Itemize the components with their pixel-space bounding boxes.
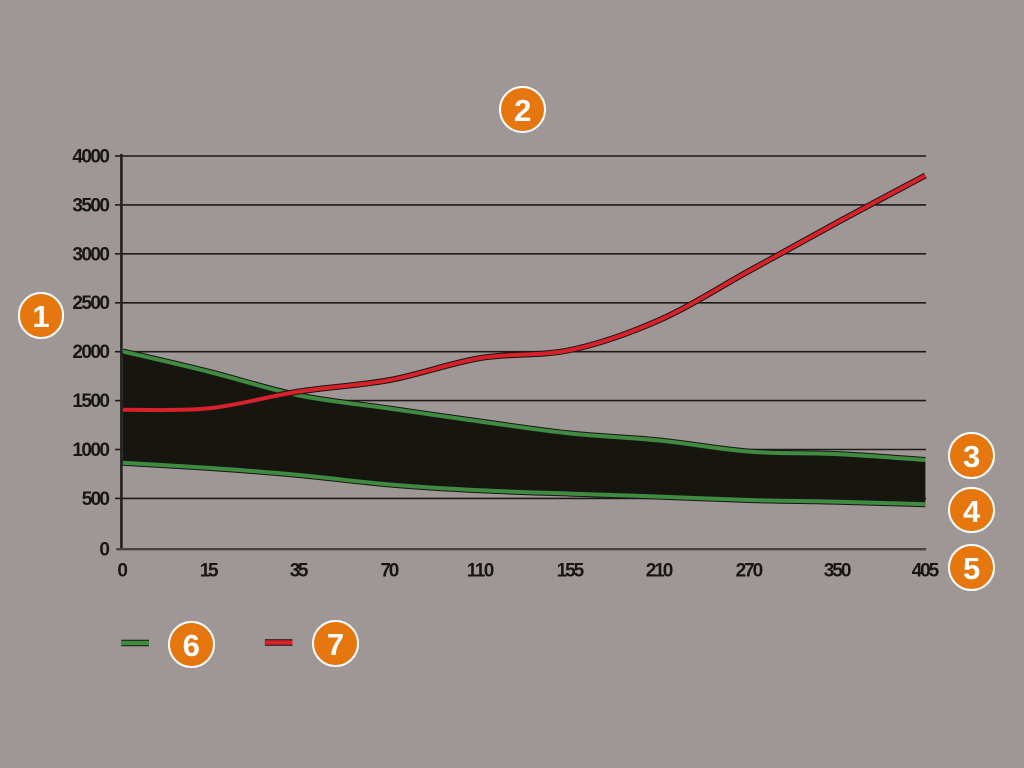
svg-text:1500: 1500 [72, 391, 110, 412]
svg-text:70: 70 [381, 561, 400, 582]
svg-text:500: 500 [82, 489, 110, 510]
svg-text:2000: 2000 [72, 342, 110, 363]
svg-text:270: 270 [736, 561, 764, 582]
svg-text:35: 35 [290, 561, 309, 582]
svg-text:3000: 3000 [72, 244, 110, 265]
svg-text:210: 210 [646, 561, 674, 582]
svg-text:0: 0 [99, 540, 110, 561]
svg-text:110: 110 [467, 561, 495, 582]
svg-text:1000: 1000 [72, 440, 110, 461]
svg-text:155: 155 [557, 561, 585, 582]
svg-text:15: 15 [200, 561, 219, 582]
svg-text:3500: 3500 [72, 195, 110, 216]
svg-text:350: 350 [824, 561, 852, 582]
svg-text:405: 405 [912, 561, 940, 582]
svg-text:4000: 4000 [72, 147, 110, 168]
svg-text:2500: 2500 [72, 293, 110, 314]
svg-text:0: 0 [117, 561, 128, 582]
